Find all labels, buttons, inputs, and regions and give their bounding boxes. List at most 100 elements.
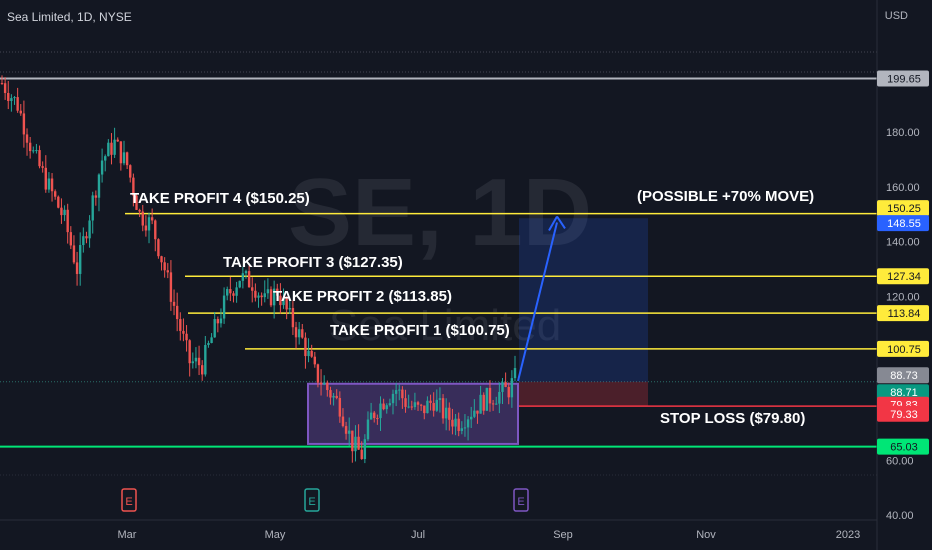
candle-body	[373, 412, 376, 419]
candle-body	[507, 386, 510, 398]
projection-price-label-bg	[877, 215, 929, 232]
candle-body	[410, 406, 413, 408]
candle-body	[110, 142, 113, 155]
candle-body	[50, 178, 54, 192]
candle-body	[104, 156, 107, 161]
candle-body	[279, 295, 282, 306]
candle-body	[413, 402, 417, 408]
candle-body	[191, 361, 195, 364]
candle-body	[466, 419, 470, 428]
candle-body	[463, 427, 467, 429]
projection-arrow	[517, 222, 558, 382]
candle-body	[335, 395, 338, 399]
tp4-price-label: 150.25	[887, 203, 921, 215]
candle-body	[479, 394, 482, 414]
candle-body	[344, 426, 348, 434]
candle-body	[144, 225, 148, 231]
tp1-price-label: 100.75	[887, 344, 921, 356]
candle-body	[301, 329, 304, 338]
y-tick-label: 60.00	[886, 455, 914, 467]
candle-body	[53, 191, 57, 197]
candle-body	[175, 305, 179, 320]
candle-body	[473, 410, 476, 417]
candle-body	[254, 290, 257, 298]
resistance-price-label-bg	[877, 70, 929, 87]
candle-body	[157, 239, 160, 257]
candle-body	[129, 165, 132, 178]
candle-body	[219, 318, 223, 324]
candle-body	[160, 256, 163, 263]
candle-body	[3, 83, 7, 94]
candle-body	[82, 236, 85, 246]
candle-body	[457, 418, 460, 431]
candle-body	[119, 141, 123, 164]
candle-body	[32, 150, 35, 152]
candle-body	[401, 389, 404, 399]
candle-body	[179, 319, 182, 331]
profit-zone	[519, 218, 648, 382]
candle-body	[185, 333, 188, 341]
earnings-marker	[121, 488, 137, 512]
candle-body	[182, 330, 185, 334]
candle-body	[166, 270, 169, 273]
candle-body	[272, 288, 276, 306]
y-tick-label: 180.00	[886, 127, 920, 139]
candle-body	[247, 271, 251, 288]
stop-loss-text: STOP LOSS ($79.80)	[660, 410, 805, 427]
candle-body	[116, 139, 119, 142]
candle-body	[304, 337, 307, 357]
candle-body	[438, 398, 442, 400]
candle-body	[369, 412, 373, 420]
candle-body	[376, 418, 379, 420]
candle-body	[351, 430, 354, 452]
tp3-price-label-bg	[877, 268, 929, 285]
candle-body	[288, 308, 291, 310]
possible-move-text: (POSSIBLE +70% MOVE)	[637, 188, 814, 205]
avg-price-label-bg	[877, 367, 929, 384]
last-price-label-bg	[877, 384, 929, 401]
candle-body	[44, 167, 47, 190]
candle-body	[88, 220, 91, 239]
y-tick-label: 140.00	[886, 237, 920, 249]
loss-zone	[519, 381, 648, 407]
tp2-price-label-bg	[877, 305, 929, 322]
watermark-name: Sea Limited	[329, 301, 561, 350]
candle-body	[276, 288, 279, 296]
candle-body	[495, 403, 498, 405]
earnings-marker	[513, 488, 529, 512]
candle-body	[294, 327, 298, 338]
candle-body	[407, 406, 410, 408]
candle-body	[257, 295, 260, 298]
candle-body	[307, 350, 310, 357]
candle-body	[200, 365, 204, 375]
candle-body	[135, 195, 138, 210]
candle-body	[57, 196, 60, 208]
tp3-price-label: 127.34	[887, 271, 921, 283]
candle-body	[7, 93, 10, 101]
candle-body	[141, 211, 144, 226]
candle-body	[366, 419, 370, 440]
candle-body	[38, 150, 41, 167]
candle-body	[416, 402, 420, 405]
candle-body	[297, 329, 301, 338]
candle-body	[60, 207, 63, 216]
candle-body	[163, 262, 166, 271]
candle-body	[319, 382, 323, 385]
candle-body	[229, 289, 232, 294]
candle-body	[25, 134, 29, 143]
candle-body	[266, 289, 270, 294]
candle-body	[441, 398, 445, 419]
candle-body	[138, 209, 141, 212]
tp4-price-label-bg	[877, 200, 929, 217]
currency-label: USD	[884, 10, 908, 22]
candle-body	[332, 395, 335, 398]
candle-body	[241, 273, 245, 281]
candle-body	[41, 166, 44, 168]
candle-body	[429, 400, 432, 403]
symbol-title: Sea Limited, 1D, NYSE	[7, 10, 132, 24]
candle-body	[388, 403, 392, 406]
take-profit-1-text: TAKE PROFIT 1 ($100.75)	[330, 322, 510, 339]
candle-body	[169, 272, 173, 302]
candle-body	[125, 152, 129, 166]
